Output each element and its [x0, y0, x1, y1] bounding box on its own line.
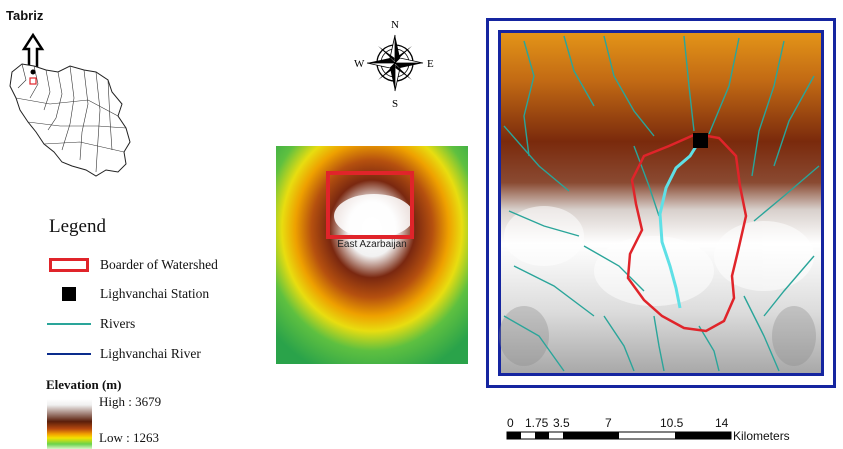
legend-item-watershed: Boarder of Watershed: [46, 254, 218, 276]
tabriz-label: Tabriz: [6, 8, 44, 23]
watershed-locator-box: [326, 171, 414, 239]
province-label: East Azarbaijan: [337, 239, 407, 250]
scale-tick-2: 3.5: [553, 416, 570, 430]
scale-tick-3: 7: [605, 416, 612, 430]
study-area-marker: [29, 77, 37, 85]
compass-rose: N S W E: [354, 19, 434, 110]
lighvanchai-river: [658, 139, 702, 309]
compass-s: S: [392, 98, 398, 110]
scale-tick-4: 10.5: [660, 416, 684, 430]
legend-item-main-river: Lighvanchai River: [46, 343, 201, 365]
main-river-symbol: [47, 353, 91, 355]
rivers-symbol: [47, 323, 91, 325]
rivers: [503, 35, 820, 372]
elevation-low: Low : 1263: [99, 430, 159, 445]
province-dem-map: East Azarbaijan: [276, 146, 468, 364]
station-symbol: [62, 287, 76, 301]
watershed-boundary: [626, 132, 748, 333]
scale-tick-1: 1.75: [525, 416, 549, 430]
scale-unit: Kilometers: [733, 429, 790, 443]
legend-item-station: Lighvanchai Station: [46, 283, 209, 305]
scale-tick-0: 0: [507, 416, 514, 430]
legend-item-rivers: Rivers: [46, 313, 135, 335]
scale-bar-labels: 0 1.75 3.5 7 10.5 14 Kilometers: [505, 416, 825, 443]
province-boundaries: [15, 63, 127, 173]
scale-bar: [506, 431, 732, 440]
elevation-color-ramp: [47, 399, 92, 449]
elevation-title: Elevation (m): [46, 377, 122, 392]
elevation-high: High : 3679: [99, 394, 162, 409]
compass-n: N: [391, 19, 399, 31]
watershed-map: [486, 18, 836, 388]
compass-w: W: [354, 58, 365, 70]
watershed-symbol: [49, 258, 89, 272]
iran-inset-map: [9, 32, 131, 177]
scale-tick-5: 14: [715, 416, 729, 430]
lighvanchai-station: [693, 133, 708, 148]
compass-e: E: [427, 58, 434, 70]
legend-title: Legend: [49, 216, 106, 237]
iran-outline: [9, 63, 131, 177]
